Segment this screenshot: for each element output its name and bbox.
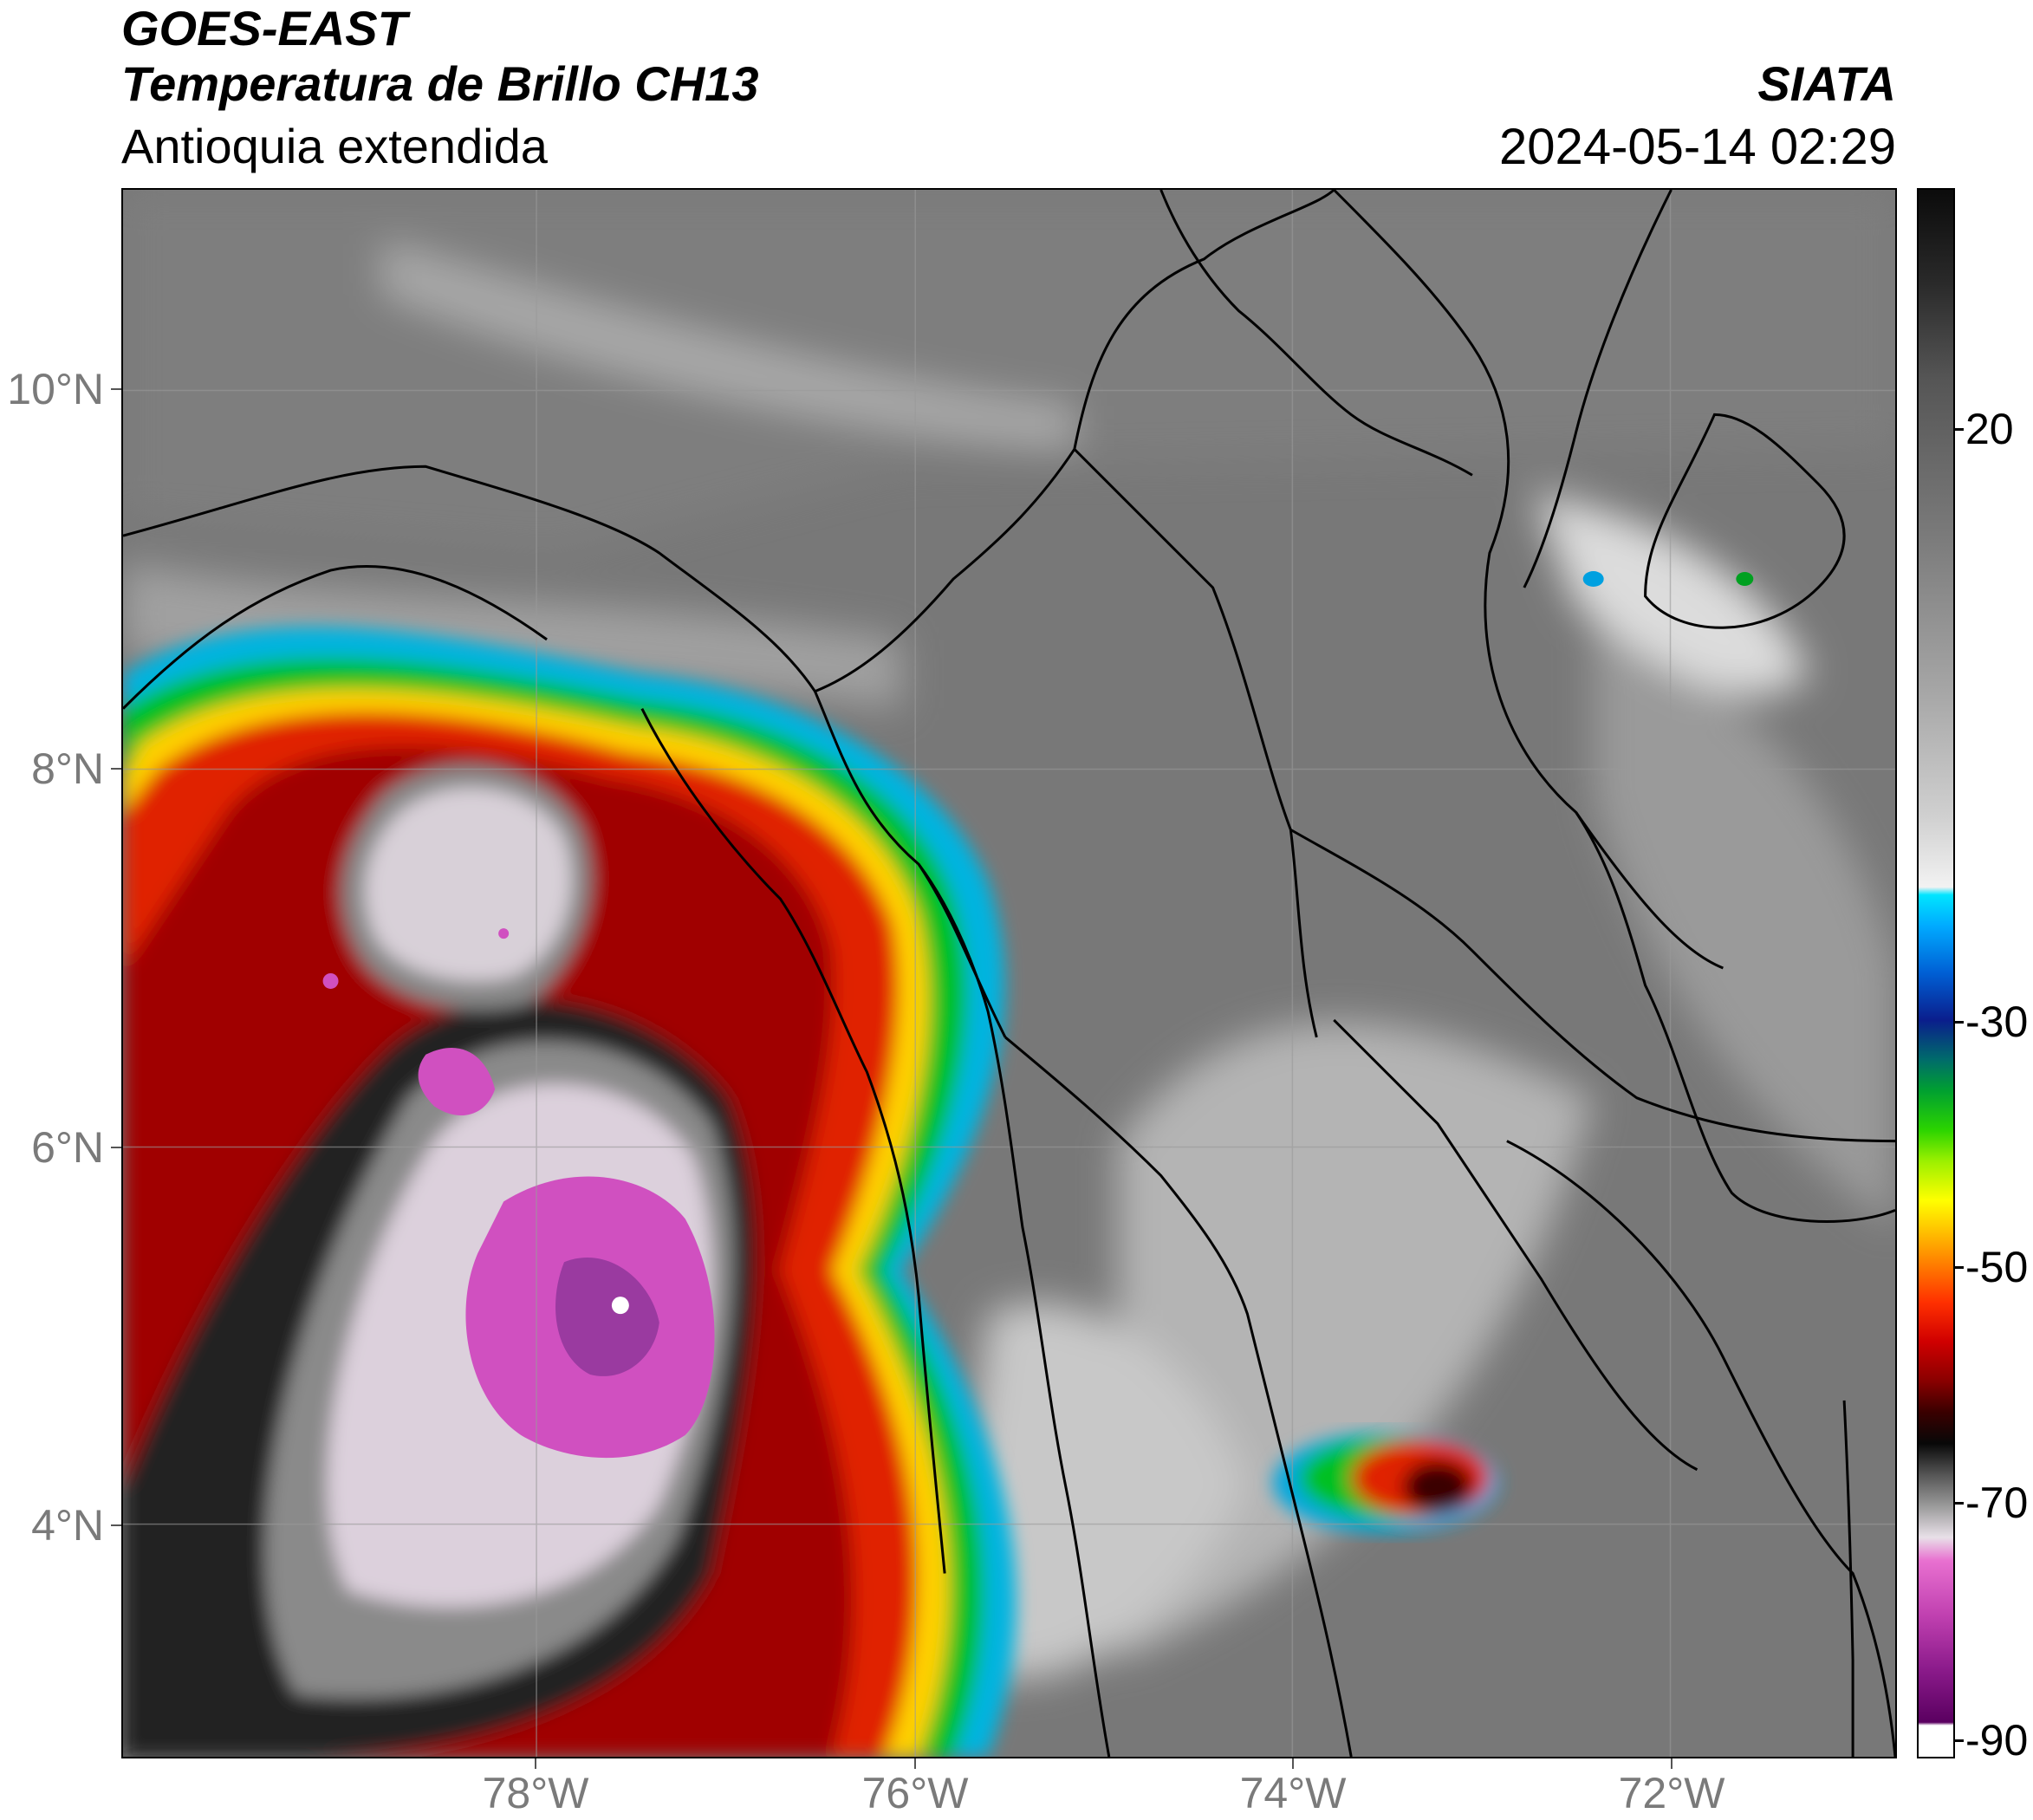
small-cell-ne — [1736, 572, 1754, 586]
lon-tick — [535, 1758, 536, 1769]
lat-label-8n: 8°N — [31, 744, 104, 793]
region-subtitle: Antioquia extendida — [121, 119, 548, 173]
temperature-colorbar — [1917, 188, 1955, 1758]
colorbar-label-20: 20 — [1965, 405, 2014, 453]
graticule — [123, 190, 1895, 1757]
lat-tick — [111, 1147, 121, 1148]
lon-label-78w: 78°W — [482, 1769, 589, 1817]
colorbar-tick — [1955, 1266, 1964, 1269]
lat-label-4n: 4°N — [31, 1501, 104, 1550]
satellite-map[interactable] — [121, 188, 1897, 1758]
lat-label-10n: 10°N — [7, 365, 104, 413]
lon-tick — [1292, 1758, 1294, 1769]
small-cell-ne-2 — [1582, 571, 1604, 587]
agency-label: SIATA — [1757, 56, 1896, 111]
lon-tick — [914, 1758, 916, 1769]
political-borders — [123, 190, 1895, 1757]
cold-cloud-tops — [322, 928, 715, 1459]
colorbar-tick — [1955, 1021, 1964, 1024]
product-title: Temperatura de Brillo CH13 — [121, 56, 759, 111]
colorbar-label-minus50: -50 — [1965, 1243, 2029, 1291]
gray-cloud-field — [123, 190, 1895, 1680]
colorbar-label-minus70: -70 — [1965, 1479, 2029, 1527]
satellite-name: GOES-EAST — [121, 1, 407, 55]
lon-label-72w: 72°W — [1618, 1769, 1725, 1817]
colorbar-tick — [1955, 428, 1964, 431]
colorbar-label-minus90: -90 — [1965, 1716, 2029, 1765]
lat-label-6n: 6°N — [31, 1123, 104, 1172]
convective-cell-east — [1273, 1432, 1498, 1533]
lat-tick — [111, 388, 121, 390]
map-image — [123, 190, 1895, 1757]
lon-label-74w: 74°W — [1239, 1769, 1347, 1817]
datetime-label: 2024-05-14 02:29 — [1499, 119, 1896, 175]
colorbar-tick — [1955, 1739, 1964, 1742]
lat-tick — [111, 1524, 121, 1526]
lon-label-76w: 76°W — [861, 1769, 969, 1817]
colorbar-label-minus30: -30 — [1965, 998, 2029, 1046]
colorbar-tick — [1955, 1502, 1964, 1505]
lon-tick — [1671, 1758, 1673, 1769]
lat-tick — [111, 768, 121, 770]
